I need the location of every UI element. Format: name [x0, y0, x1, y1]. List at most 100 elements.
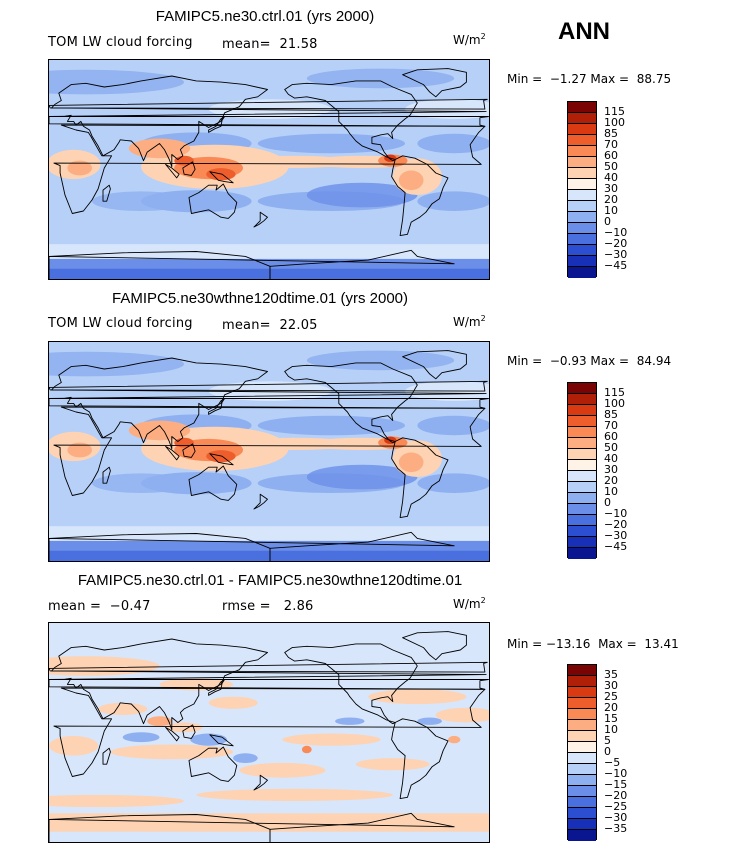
colorbar-swatch — [568, 438, 596, 449]
panel-2-mean-value: 22.05 — [279, 318, 318, 333]
colorbar-swatch — [568, 135, 596, 146]
colorbar-level-label: 85 — [604, 127, 618, 140]
colorbar-level-label: 0 — [604, 745, 611, 758]
colorbar-swatch — [568, 764, 596, 775]
colorbar-level-label: 15 — [604, 712, 618, 725]
colorbar-swatch — [568, 405, 596, 416]
colorbar-swatch — [568, 168, 596, 179]
colorbar-level-label: 50 — [604, 160, 618, 173]
colorbar-level-label: 20 — [604, 701, 618, 714]
colorbar-swatch — [568, 449, 596, 460]
colorbar-level-label: 30 — [604, 463, 618, 476]
colorbar-level-label: 30 — [604, 679, 618, 692]
colorbar-level-label: −45 — [604, 540, 628, 553]
colorbar-swatch — [568, 245, 596, 256]
panel-3-units: W/m2 — [453, 596, 486, 611]
colorbar-level-label: 5 — [604, 734, 611, 747]
colorbar-swatch — [568, 212, 596, 223]
panel-1-title: FAMIPC5.ne30.ctrl.01 (yrs 2000) — [155, 8, 375, 25]
colorbar-level-label: 30 — [604, 182, 618, 195]
colorbar-swatch — [568, 427, 596, 438]
panel-3-title: FAMIPC5.ne30.ctrl.01 - FAMIPC5.ne30wthne… — [77, 572, 463, 589]
panel-3-mean-value: −0.47 — [109, 599, 151, 614]
panel-1-mean-label: mean= 21.58 — [222, 37, 318, 52]
season-label: ANN — [558, 18, 610, 45]
colorbar-swatch — [568, 731, 596, 742]
colorbar-swatch — [568, 416, 596, 427]
colorbar-swatch — [568, 146, 596, 157]
colorbar-swatch — [568, 394, 596, 405]
panel-2-mean-label: mean= 22.05 — [222, 318, 318, 333]
colorbar-level-label: 35 — [604, 668, 618, 681]
colorbar-level-label: −25 — [604, 800, 628, 813]
map-canvas — [49, 623, 489, 842]
colorbar-level-label: 100 — [604, 397, 625, 410]
colorbar-level-label: −10 — [604, 767, 628, 780]
panel-2-min-value: −0.93 — [549, 354, 587, 368]
colorbar-level-label: 70 — [604, 419, 618, 432]
colorbar-level-label: −30 — [604, 811, 628, 824]
panel-1-map — [48, 59, 490, 280]
panel-2-max-value: 84.94 — [636, 354, 672, 368]
colorbar-level-label: 0 — [604, 215, 611, 228]
panel-1-min-value: −1.27 — [549, 72, 587, 86]
colorbar-swatch — [568, 234, 596, 245]
colorbar-level-label: −30 — [604, 529, 628, 542]
panel-3-mean-label: mean = −0.47 — [48, 599, 151, 614]
colorbar-swatch — [568, 537, 596, 548]
colorbar-level-label: 25 — [604, 690, 618, 703]
panel-3-rmse-label: rmse = 2.86 — [222, 599, 314, 614]
colorbar-swatch — [568, 201, 596, 212]
colorbar-swatch — [568, 190, 596, 201]
colorbar-swatch — [568, 720, 596, 731]
panel-2-units: W/m2 — [453, 314, 486, 329]
colorbar-level-label: −20 — [604, 789, 628, 802]
colorbar-level-label: −20 — [604, 518, 628, 531]
colorbar-level-label: −15 — [604, 778, 628, 791]
colorbar-swatch — [568, 786, 596, 797]
colorbar-level-label: 20 — [604, 474, 618, 487]
colorbar-swatch — [568, 676, 596, 687]
colorbar-level-label: −45 — [604, 259, 628, 272]
panel-3-min-max: Min = −13.16 Max = 13.41 — [507, 637, 679, 651]
colorbar-swatch — [568, 665, 596, 676]
colorbar-swatch — [568, 548, 596, 559]
colorbar-swatch — [568, 742, 596, 753]
colorbar-level-label: 50 — [604, 441, 618, 454]
panel-3-map — [48, 622, 490, 843]
colorbar-swatch — [568, 775, 596, 786]
colorbar-level-label: 0 — [604, 496, 611, 509]
colorbar-level-label: 10 — [604, 723, 618, 736]
colorbar-swatch — [568, 504, 596, 515]
panel-3-colorbar — [567, 664, 597, 841]
colorbar-level-label: 70 — [604, 138, 618, 151]
colorbar-level-label: 10 — [604, 485, 618, 498]
colorbar-level-label: 40 — [604, 452, 618, 465]
colorbar-swatch — [568, 526, 596, 537]
colorbar-level-label: 20 — [604, 193, 618, 206]
colorbar-level-label: −10 — [604, 226, 628, 239]
colorbar-level-label: 100 — [604, 116, 625, 129]
colorbar-swatch — [568, 102, 596, 113]
colorbar-swatch — [568, 124, 596, 135]
colorbar-swatch — [568, 830, 596, 841]
panel-2-min-max: Min = −0.93 Max = 84.94 — [507, 354, 672, 368]
colorbar-swatch — [568, 753, 596, 764]
colorbar-swatch — [568, 267, 596, 278]
panel-2-variable-label: TOM LW cloud forcing — [48, 316, 193, 331]
colorbar-level-label: −35 — [604, 822, 628, 835]
colorbar-level-label: 85 — [604, 408, 618, 421]
panel-2-map — [48, 341, 490, 562]
colorbar-swatch — [568, 687, 596, 698]
colorbar-swatch — [568, 223, 596, 234]
colorbar-swatch — [568, 256, 596, 267]
colorbar-level-label: 115 — [604, 386, 625, 399]
panel-2-colorbar — [567, 382, 597, 559]
panel-1-min-max: Min = −1.27 Max = 88.75 — [507, 72, 672, 86]
colorbar-swatch — [568, 698, 596, 709]
panel-1-units: W/m2 — [453, 32, 486, 47]
panel-1-max-value: 88.75 — [636, 72, 672, 86]
colorbar-level-label: −30 — [604, 248, 628, 261]
panel-3-max-value: 13.41 — [644, 637, 679, 651]
colorbar-swatch — [568, 157, 596, 168]
